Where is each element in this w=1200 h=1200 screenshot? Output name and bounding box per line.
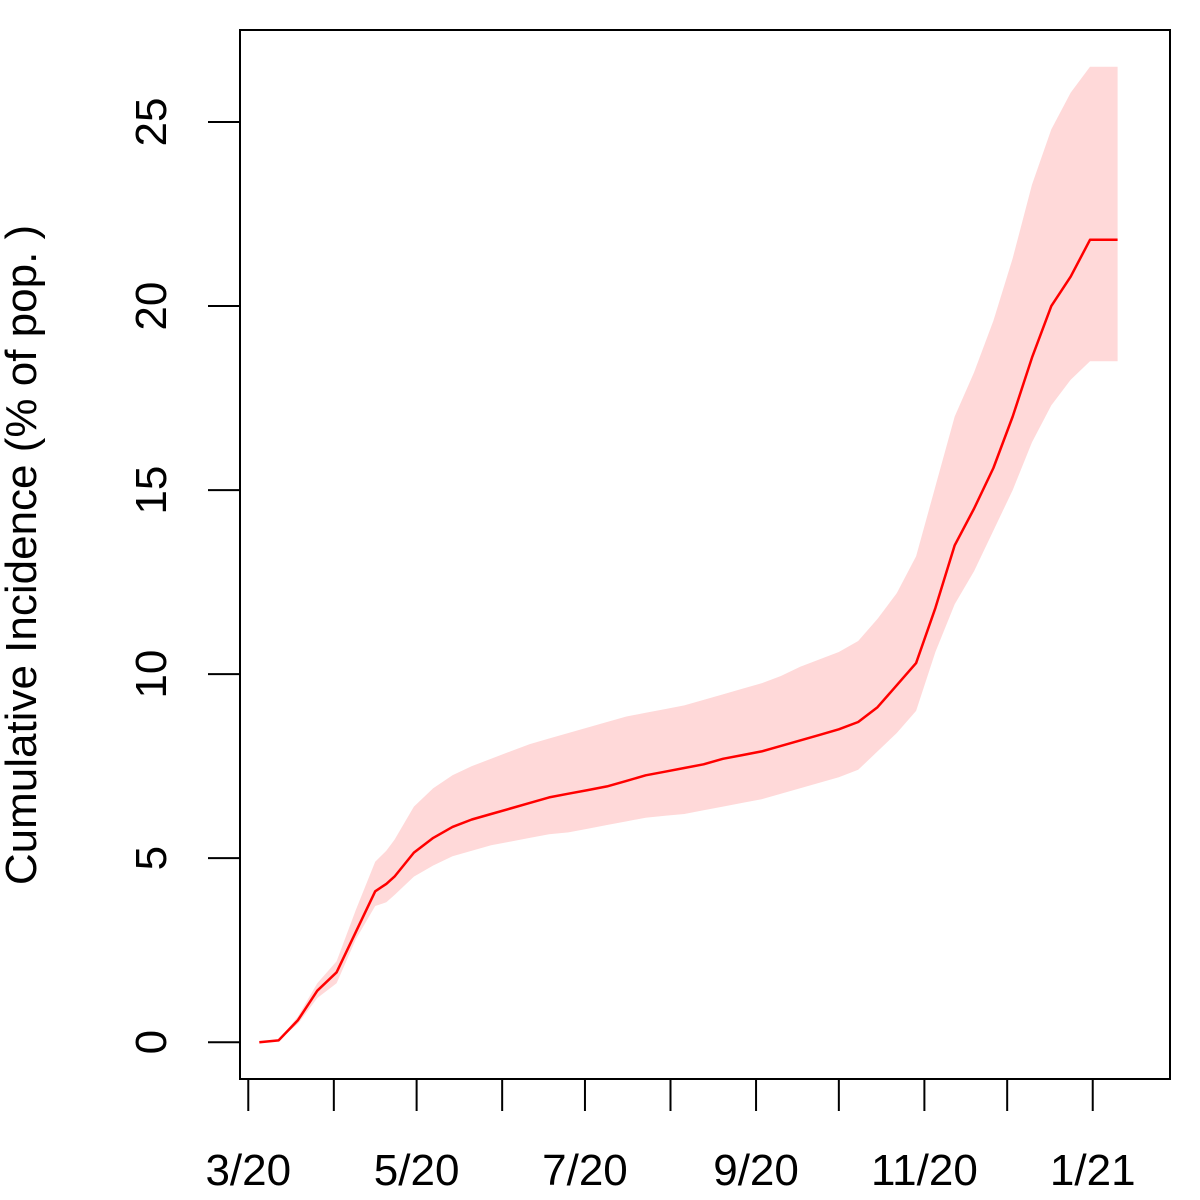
y-tick-label: 5	[127, 846, 176, 870]
series-line-layer	[259, 238, 1118, 1044]
y-tick-label: 0	[127, 1030, 176, 1054]
x-tick-label: 7/20	[542, 1146, 628, 1195]
x-tick-label: 5/20	[374, 1146, 460, 1195]
x-tick-label: 1/21	[1050, 1146, 1136, 1195]
x-tick-label: 3/20	[205, 1146, 291, 1195]
y-axis: 0 5 10 15 20 25	[127, 98, 241, 1054]
confidence-band-layer	[259, 66, 1118, 1043]
y-axis-title: Cumulative Incidence (% of pop. )	[0, 225, 46, 885]
y-tick-label: 15	[127, 466, 176, 515]
x-axis: 3/20 5/20 7/20 9/20 11/20 1/21	[205, 1078, 1136, 1195]
series-line-0	[259, 238, 1118, 1044]
confidence-band-0	[259, 66, 1118, 1043]
y-tick-label: 20	[127, 282, 176, 331]
x-tick-label: 11/20	[871, 1146, 978, 1195]
x-tick-label: 9/20	[713, 1146, 799, 1195]
plot-frame	[239, 29, 1171, 1080]
y-tick-label: 25	[127, 98, 176, 147]
y-tick-label: 10	[127, 650, 176, 699]
